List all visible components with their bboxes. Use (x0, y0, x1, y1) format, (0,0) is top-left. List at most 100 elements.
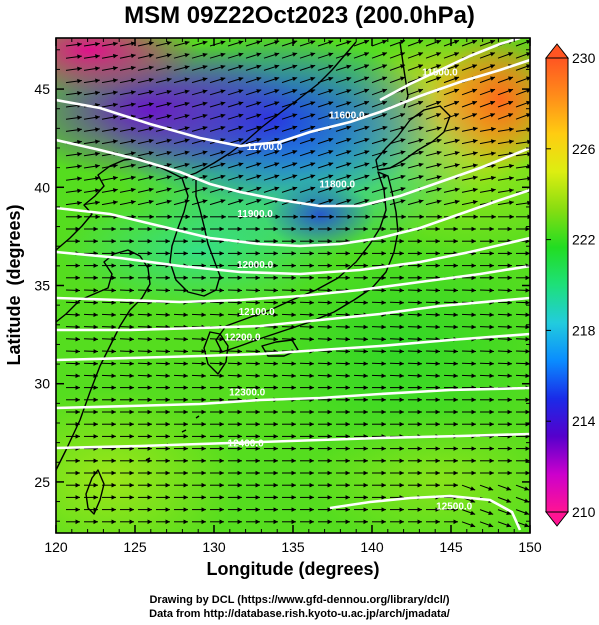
wind-vector-head (346, 89, 352, 94)
wind-vector-head (129, 373, 134, 379)
wind-vector-head (345, 519, 350, 525)
wind-vector-head (111, 312, 116, 318)
wind-vector-head (381, 482, 386, 488)
wind-vector-head (166, 114, 172, 119)
wind-vector-head (273, 226, 278, 232)
wind-vector-head (148, 151, 154, 156)
wind-vector-head (111, 324, 116, 330)
wind-vector-head (363, 373, 368, 379)
wind-vector-head (219, 495, 224, 500)
wind-vector-head (112, 188, 118, 193)
wind-vector-head (436, 100, 442, 106)
wind-vector-head (381, 470, 386, 476)
wind-vector-head (292, 137, 298, 143)
wind-vector-head (381, 519, 386, 525)
wind-vector-head (472, 113, 478, 118)
wind-vector-head (201, 275, 206, 281)
wind-vector-head (364, 150, 370, 155)
wind-vector-head (399, 519, 404, 525)
wind-vector-head (453, 482, 458, 488)
wind-vector-head (256, 137, 262, 143)
wind-vector-head (292, 162, 298, 167)
wind-vector-head (75, 397, 80, 403)
wind-vector-head (472, 88, 478, 93)
wind-vector-head (291, 300, 296, 305)
wind-vector-head (148, 41, 154, 46)
wind-vector-head (381, 288, 386, 293)
wind-vector-head (471, 458, 476, 464)
wind-vector-head (147, 434, 152, 439)
wind-vector-head (417, 446, 422, 451)
wind-vector-head (327, 336, 332, 342)
wind-vector-head (147, 470, 152, 476)
wind-vector-head (309, 361, 314, 366)
wind-vector-head (471, 409, 476, 415)
wind-vector-head (365, 214, 370, 220)
wind-vector-head (507, 397, 512, 403)
wind-vector-head (77, 176, 82, 181)
temperature-shading (56, 38, 530, 533)
wind-vector-head (185, 214, 190, 220)
wind-vector-head (509, 200, 514, 205)
wind-vector-head (148, 65, 154, 71)
wind-vector-head (525, 409, 530, 415)
wind-vector-head (148, 114, 154, 119)
wind-vector-head (237, 275, 242, 281)
wind-vector-head (93, 495, 98, 500)
height-contour-line (56, 58, 530, 148)
wind-vector-head (166, 150, 172, 156)
wind-vector-head (166, 187, 172, 192)
wind-vector-head (274, 89, 280, 94)
wind-vector-head (183, 421, 188, 427)
wind-vector-head (147, 482, 152, 488)
wind-vector-head (95, 139, 100, 145)
map-title: MSM 09Z22Oct2023 (200.0hPa) (124, 2, 475, 29)
wind-vector-head (418, 162, 424, 168)
wind-vector-head (506, 486, 512, 491)
wind-vector-head (381, 226, 386, 232)
wind-vector-head (77, 91, 82, 96)
wind-vector-head (238, 125, 244, 131)
wind-vector-head (418, 88, 424, 93)
wind-vector-head (93, 226, 98, 232)
wind-vector-head (255, 226, 260, 232)
wind-vector-head (435, 238, 440, 244)
wind-vector-head (509, 176, 514, 181)
wind-vector-head (327, 421, 332, 427)
wind-vector-head (525, 336, 530, 342)
wind-vector-head (309, 507, 314, 512)
wind-vector-head (93, 458, 98, 464)
x-tick-label: 150 (518, 539, 542, 555)
wind-vector-head (346, 76, 352, 82)
wind-vector-head (165, 238, 170, 244)
wind-vector-head (488, 522, 494, 528)
wind-vector-head (93, 434, 98, 439)
wind-vector-head (471, 226, 476, 232)
wind-vector-head (75, 361, 80, 366)
wind-vector-head (345, 421, 350, 427)
height-contour-line (56, 138, 530, 208)
wind-vector-head (95, 200, 100, 206)
wind-vector-head (345, 251, 350, 256)
wind-vector-head (129, 361, 134, 366)
wind-vector-head (345, 434, 350, 439)
wind-vector-head (490, 52, 496, 57)
wind-vector-head (201, 385, 206, 390)
wind-vector-head (489, 324, 494, 330)
wind-vector-head (490, 64, 496, 69)
wind-vector-head (255, 300, 260, 305)
wind-vector-head (219, 482, 224, 488)
wind-vector-head (238, 186, 244, 192)
wind-vector-head (184, 126, 190, 131)
wind-vector-head (327, 238, 332, 244)
wind-vector-head (328, 162, 334, 167)
wind-vector-head (255, 251, 260, 256)
wind-vector-head (489, 238, 494, 244)
wind-vector-head (327, 470, 332, 476)
wind-vector-head (363, 482, 368, 488)
wind-vector-head (292, 150, 298, 155)
wind-vector-head (93, 421, 98, 427)
wind-vector-head (130, 102, 136, 107)
wind-vector-head (347, 214, 352, 220)
contour-label: 11900.0 (237, 209, 273, 220)
